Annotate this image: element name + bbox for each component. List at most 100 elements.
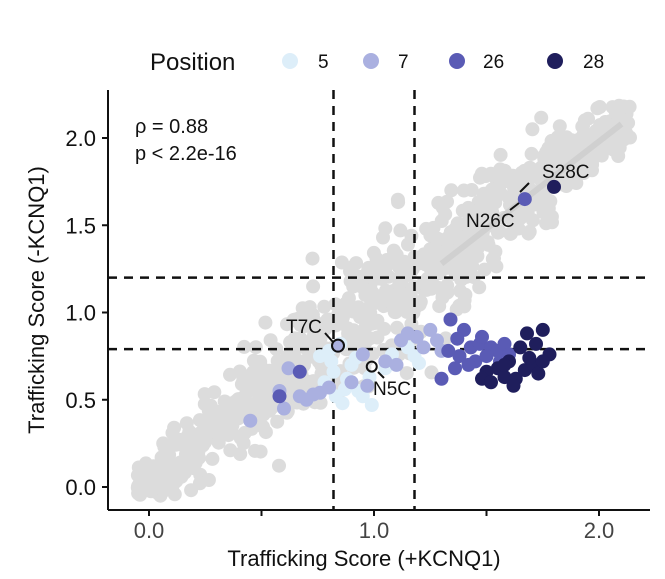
data-point <box>243 413 258 428</box>
background-point <box>559 130 574 145</box>
legend-label: 28 <box>583 52 604 73</box>
data-point <box>506 378 521 393</box>
background-point <box>537 157 552 172</box>
annotation-leader <box>509 202 520 211</box>
background-point <box>522 224 537 239</box>
data-point <box>324 354 339 369</box>
background-point <box>249 384 264 399</box>
x-tick-label: 0.0 <box>134 518 165 543</box>
y-tick-label: 0.5 <box>65 388 96 413</box>
data-point <box>434 371 449 386</box>
data-point <box>400 326 415 341</box>
background-point <box>184 483 199 498</box>
data-point <box>322 380 336 395</box>
data-point <box>277 401 291 416</box>
annotation-label: T7C <box>286 317 322 338</box>
legend-title: Position <box>150 49 235 76</box>
data-point <box>326 364 341 379</box>
y-tick-label: 0.0 <box>65 475 96 500</box>
background-point <box>401 237 415 252</box>
legend: Position 5 7 26 28 <box>150 49 604 76</box>
background-point <box>541 205 556 220</box>
data-point <box>331 338 345 353</box>
highlight-ring-n5c <box>365 360 378 373</box>
data-point <box>441 343 456 358</box>
legend-swatch <box>363 53 379 69</box>
data-point <box>529 336 543 351</box>
background-point <box>253 354 268 369</box>
background-point <box>248 340 263 355</box>
data-point <box>461 357 476 372</box>
background-point <box>207 385 222 400</box>
data-point <box>497 336 512 351</box>
background-point <box>576 118 590 133</box>
p-value-text: p < 2.2e-16 <box>135 143 237 165</box>
background-point <box>405 261 420 276</box>
data-point <box>423 322 438 337</box>
background-point <box>482 200 497 215</box>
data-point <box>484 375 498 390</box>
background-point <box>592 100 607 114</box>
background-point <box>223 443 238 458</box>
background-point <box>367 289 381 304</box>
background-point <box>369 251 384 266</box>
data-point <box>517 192 532 207</box>
background-point <box>182 452 197 467</box>
background-point <box>453 283 468 298</box>
background-point <box>270 414 285 429</box>
background-point <box>575 130 590 145</box>
background-point <box>328 318 343 333</box>
x-tick-label: 1.0 <box>359 518 390 543</box>
data-point <box>448 361 462 376</box>
annotation-label: N5C <box>373 379 411 400</box>
background-point <box>202 412 217 427</box>
background-point <box>201 473 216 487</box>
background-point <box>449 302 464 317</box>
reference-lines <box>108 90 650 510</box>
background-point <box>302 313 317 328</box>
data-point <box>412 356 426 371</box>
background-point <box>430 231 445 246</box>
trend-line <box>439 121 624 267</box>
background-point <box>205 451 220 466</box>
data-point <box>535 354 550 369</box>
background-point <box>158 471 173 486</box>
highlighted-points <box>243 179 561 428</box>
background-point <box>419 221 434 236</box>
correlation-text: ρ = 0.88 <box>135 116 208 138</box>
background-point <box>233 431 248 446</box>
background-point <box>260 387 275 402</box>
background-point <box>357 324 372 339</box>
background-point <box>517 205 532 220</box>
background-point <box>157 440 172 454</box>
background-point <box>483 166 498 181</box>
data-point <box>416 340 431 355</box>
background-point <box>393 288 408 303</box>
background-point <box>349 256 364 271</box>
data-point <box>535 322 550 337</box>
background-point <box>420 254 435 269</box>
data-point <box>531 366 546 381</box>
background-point <box>487 251 501 266</box>
data-point <box>313 349 327 364</box>
data-point <box>475 329 489 344</box>
background-point <box>232 394 247 408</box>
data-point <box>513 340 528 355</box>
background-point <box>552 119 567 134</box>
background-point <box>461 200 476 215</box>
background-point <box>223 367 237 382</box>
annotation-leader <box>324 332 334 343</box>
legend-label: 5 <box>318 52 329 73</box>
background-point <box>477 262 492 277</box>
series-position-7 <box>243 322 449 428</box>
background-point <box>378 263 392 278</box>
data-point <box>547 179 561 194</box>
annotation-label: N26C <box>466 211 515 232</box>
background-point <box>470 249 485 263</box>
background-point <box>262 368 277 383</box>
background-point <box>393 223 408 238</box>
annotation-leader <box>377 371 385 379</box>
background-point <box>358 336 373 351</box>
background-point <box>413 294 428 309</box>
